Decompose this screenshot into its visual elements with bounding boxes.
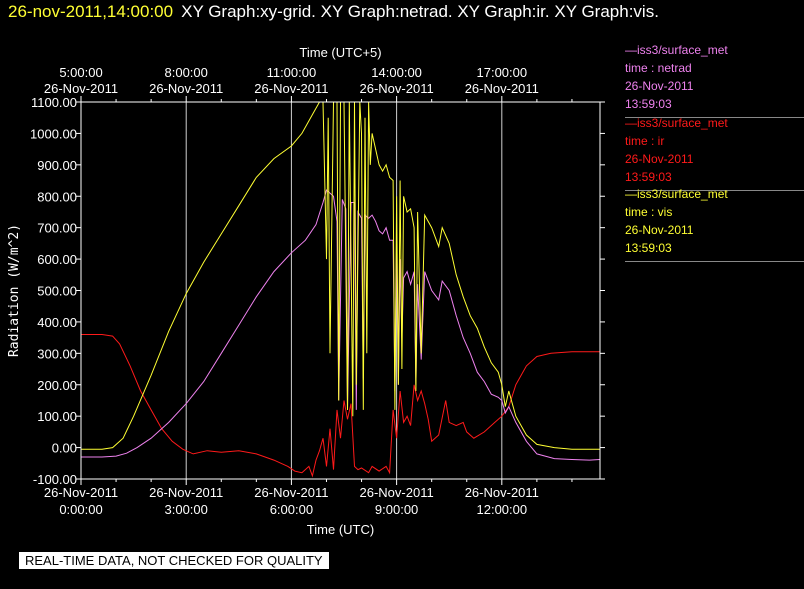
x2-tick-date: 26-Nov-2011	[254, 81, 328, 96]
x-tick-date: 26-Nov-2011	[465, 485, 539, 500]
x-tick-date: 26-Nov-2011	[254, 485, 328, 500]
y-tick-label: 0.00	[52, 441, 77, 456]
legend-vis: —iss3/surface_met time : vis 26-Nov-2011…	[625, 185, 804, 262]
legend-variable: time : netrad	[625, 61, 692, 75]
axes: -100.00 0.00 100.00 200.00 300.00 400.00 500.0…	[30, 65, 605, 517]
y-tick-label: 1000.00	[30, 126, 77, 141]
legend-line: —iss3/surface_met	[625, 43, 728, 57]
legend-line: —iss3/surface_met	[625, 116, 728, 130]
legend-line: —iss3/surface_met	[625, 187, 728, 201]
y-tick-label: 800.00	[37, 189, 77, 204]
x-tick-time: 9:00:00	[375, 502, 418, 517]
legend-netrad: —iss3/surface_met time : netrad 26-Nov-2…	[625, 41, 804, 118]
quality-banner: REAL-TIME DATA, NOT CHECKED FOR QUALITY	[19, 552, 329, 569]
x2-tick-time: 5:00:00	[59, 65, 102, 80]
x-tick-date: 26-Nov-2011	[44, 485, 118, 500]
y-tick-label: 200.00	[37, 378, 77, 393]
x-tick-time: 0:00:00	[59, 502, 102, 517]
series-netrad-line	[81, 189, 600, 461]
x-axis-label: Time (UTC)	[307, 522, 374, 537]
y-tick-label: 600.00	[37, 252, 77, 267]
x2-tick-time: 11:00:00	[267, 65, 317, 80]
x-tick-time: 3:00:00	[165, 502, 208, 517]
y-tick-label: -100.00	[33, 472, 77, 487]
x2-tick-date: 26-Nov-2011	[465, 81, 539, 96]
y-axis-label: Radiation (W/m^2)	[7, 224, 22, 357]
x2-tick-time: 8:00:00	[165, 65, 208, 80]
series-group	[81, 102, 600, 478]
y-tick-label: 500.00	[37, 284, 77, 299]
x2-tick-time: 14:00:00	[371, 65, 422, 80]
grid	[185, 102, 503, 479]
y-tick-label: 400.00	[37, 315, 77, 330]
legend-ir: —iss3/surface_met time : ir 26-Nov-2011 …	[625, 114, 804, 191]
header-timestamp: 26-nov-2011,14:00:00	[8, 2, 174, 21]
legend-divider	[625, 261, 804, 262]
y-tick-label: 900.00	[37, 158, 77, 173]
legend-time: 13:59:03	[625, 170, 672, 184]
y-tick-label: 1100.00	[31, 95, 77, 110]
x2-tick-date: 26-Nov-2011	[149, 81, 223, 96]
header: 26-nov-2011,14:00:00 XY Graph:xy-grid. XY…	[8, 2, 659, 22]
x-tick-date: 26-Nov-2011	[149, 485, 223, 500]
x2-axis-label: Time (UTC+5)	[299, 45, 381, 60]
legend-date: 26-Nov-2011	[625, 79, 694, 93]
x-tick-time: 6:00:00	[270, 502, 313, 517]
legend-variable: time : ir	[625, 134, 665, 148]
legend-date: 26-Nov-2011	[625, 152, 694, 166]
y-tick-label: 300.00	[37, 346, 77, 361]
series-vis-line	[81, 102, 600, 450]
x2-tick-date: 26-Nov-2011	[360, 81, 434, 96]
legend-time: 13:59:03	[625, 241, 672, 255]
legend-time: 13:59:03	[625, 97, 672, 111]
legend-divider	[625, 117, 804, 118]
legend-variable: time : vis	[625, 205, 673, 219]
header-graph-list: XY Graph:xy-grid. XY Graph:netrad. XY Gr…	[181, 2, 659, 21]
x2-tick-date: 26-Nov-2011	[44, 81, 118, 96]
x2-tick-time: 17:00:00	[477, 65, 528, 80]
series-ir-line	[81, 334, 600, 478]
x-tick-date: 26-Nov-2011	[360, 485, 434, 500]
x-tick-time: 12:00:00	[477, 502, 528, 517]
y-tick-label: 100.00	[37, 409, 77, 424]
y-tick-label: 700.00	[37, 221, 77, 236]
legend-date: 26-Nov-2011	[625, 223, 694, 237]
legend-divider	[625, 190, 804, 191]
